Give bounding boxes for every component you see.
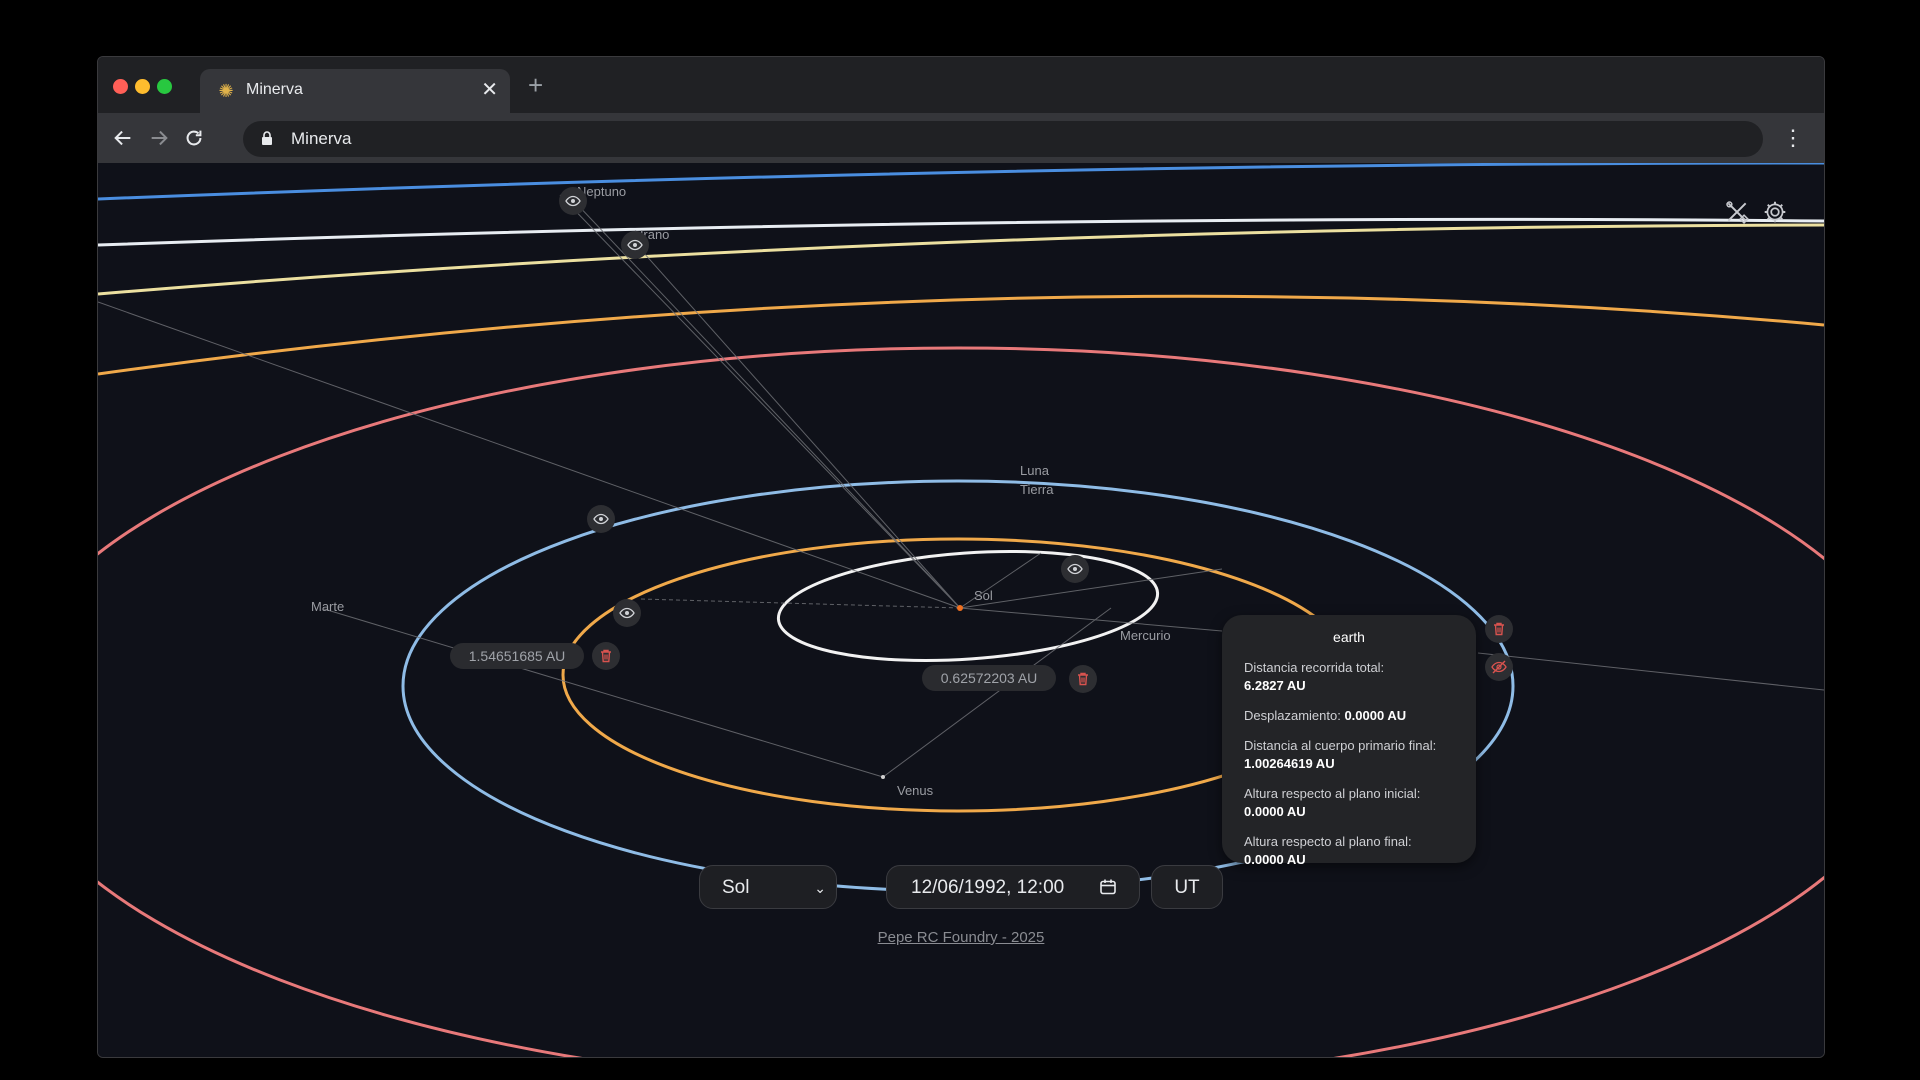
top-toolbar bbox=[1724, 199, 1788, 230]
uranus-orbit bbox=[98, 217, 1824, 247]
browser-menu-icon[interactable]: ⋮ bbox=[1782, 125, 1804, 150]
chevron-down-icon: ⌄ bbox=[814, 880, 826, 896]
measurement-lines bbox=[98, 194, 1824, 778]
neptune-orbit bbox=[98, 163, 1824, 201]
orbit-scene: Neptuno Urano Luna Tierra Sol Mercurio V… bbox=[98, 163, 1824, 1057]
reference-body-select[interactable]: Sol ⌄ bbox=[699, 865, 837, 909]
neptune-label: Neptuno bbox=[577, 184, 626, 199]
eye-icon bbox=[565, 195, 581, 207]
settings-gear-icon[interactable] bbox=[1762, 199, 1788, 225]
trash-icon bbox=[1494, 622, 1504, 636]
visibility-toggle-button[interactable] bbox=[587, 505, 615, 533]
tooltip-row-label: Altura respecto al plano final: bbox=[1244, 834, 1412, 849]
tooltip-row-label: Desplazamiento: bbox=[1244, 708, 1341, 723]
tooltip-row: Distancia al cuerpo primario final: 1.00… bbox=[1222, 737, 1476, 773]
tooltip-row-value: 0.0000 AU bbox=[1244, 852, 1306, 867]
earth-label: Tierra bbox=[1020, 482, 1054, 497]
mercury-orbit bbox=[776, 549, 1160, 663]
hide-body-button[interactable] bbox=[1485, 653, 1513, 681]
visibility-toggle-button[interactable] bbox=[613, 599, 641, 627]
mercury-label: Mercurio bbox=[1120, 628, 1171, 643]
distance-measurement-label: 1.54651685 AU bbox=[450, 643, 584, 669]
browser-tab[interactable]: ✺ Minerva ✕ bbox=[200, 69, 510, 113]
tooltip-row-value: 1.00264619 AU bbox=[1244, 756, 1335, 771]
reference-body-value: Sol bbox=[722, 877, 750, 898]
tab-title: Minerva bbox=[246, 81, 303, 98]
distance-measurement-label: 0.62572203 AU bbox=[922, 665, 1056, 691]
maximize-window-button[interactable] bbox=[157, 79, 172, 94]
close-tab-icon[interactable]: ✕ bbox=[481, 79, 498, 101]
solar-system-canvas[interactable]: Neptuno Urano Luna Tierra Sol Mercurio V… bbox=[98, 163, 1824, 1057]
body-info-tooltip: earth Distancia recorrida total: 6.2827 A… bbox=[1222, 615, 1476, 867]
favicon-icon: ✺ bbox=[218, 81, 234, 101]
footer-credit-link[interactable]: Pepe RC Foundry - 2025 bbox=[877, 929, 1045, 946]
lock-icon bbox=[262, 131, 272, 145]
mars-orbit bbox=[98, 346, 1824, 1057]
venus-marker[interactable] bbox=[881, 775, 885, 779]
saturn-orbit bbox=[98, 223, 1824, 296]
close-window-button[interactable] bbox=[113, 79, 128, 94]
delete-measurement-button[interactable] bbox=[592, 642, 620, 670]
tooltip-row: Desplazamiento: 0.0000 AU bbox=[1222, 707, 1476, 725]
visibility-toggle-button[interactable] bbox=[559, 187, 587, 215]
eye-icon bbox=[627, 239, 643, 251]
eye-off-icon bbox=[1491, 660, 1507, 674]
tooltip-row: Altura respecto al plano final: 0.0000 AU bbox=[1222, 833, 1476, 869]
tooltip-title: earth bbox=[1333, 629, 1365, 645]
datetime-input[interactable]: 12/06/1992, 12:00 bbox=[886, 865, 1140, 909]
minimize-window-button[interactable] bbox=[135, 79, 150, 94]
venus-label: Venus bbox=[897, 783, 934, 798]
datetime-value: 12/06/1992, 12:00 bbox=[911, 877, 1065, 898]
tooltip-row-value: 6.2827 AU bbox=[1244, 678, 1306, 693]
visibility-toggle-button[interactable] bbox=[621, 231, 649, 259]
reload-icon[interactable] bbox=[179, 123, 209, 153]
back-icon[interactable] bbox=[108, 123, 138, 153]
jupiter-orbit bbox=[98, 294, 1824, 376]
delete-body-button[interactable] bbox=[1485, 615, 1513, 643]
address-bar[interactable]: Minerva bbox=[243, 121, 1763, 157]
tooltip-row: Distancia recorrida total: 6.2827 AU bbox=[1222, 659, 1476, 695]
eye-icon bbox=[619, 607, 635, 619]
tools-icon[interactable] bbox=[1724, 199, 1750, 225]
timezone-button[interactable]: UT bbox=[1151, 865, 1223, 909]
moon-label: Luna bbox=[1020, 463, 1050, 478]
sun-marker[interactable] bbox=[957, 605, 963, 611]
tooltip-row-label: Distancia recorrida total: bbox=[1244, 660, 1385, 675]
visibility-toggle-button[interactable] bbox=[1061, 555, 1089, 583]
url-text: Minerva bbox=[291, 129, 352, 148]
delete-measurement-button[interactable] bbox=[1069, 665, 1097, 693]
new-tab-button[interactable]: + bbox=[528, 70, 544, 100]
eye-icon bbox=[593, 513, 609, 525]
tooltip-row: Altura respecto al plano inicial: 0.0000 … bbox=[1222, 785, 1476, 821]
forward-icon[interactable] bbox=[144, 123, 174, 153]
trash-icon bbox=[1078, 672, 1088, 686]
browser-window: ✺ Minerva ✕ + Minerva ⋮ bbox=[97, 56, 1825, 1058]
trash-icon bbox=[601, 649, 611, 663]
tab-bar: ✺ Minerva ✕ + bbox=[98, 57, 1824, 113]
tooltip-row-value: 0.0000 AU bbox=[1344, 708, 1407, 723]
mars-label: Marte bbox=[311, 599, 344, 614]
tooltip-row-label: Distancia al cuerpo primario final: bbox=[1244, 738, 1437, 753]
calendar-icon[interactable] bbox=[1099, 878, 1117, 896]
tooltip-row-value: 0.0000 AU bbox=[1244, 804, 1306, 819]
eye-icon bbox=[1067, 563, 1083, 575]
browser-toolbar: Minerva ⋮ bbox=[98, 113, 1824, 163]
sun-label: Sol bbox=[974, 588, 993, 603]
tooltip-row-label: Altura respecto al plano inicial: bbox=[1244, 786, 1421, 801]
